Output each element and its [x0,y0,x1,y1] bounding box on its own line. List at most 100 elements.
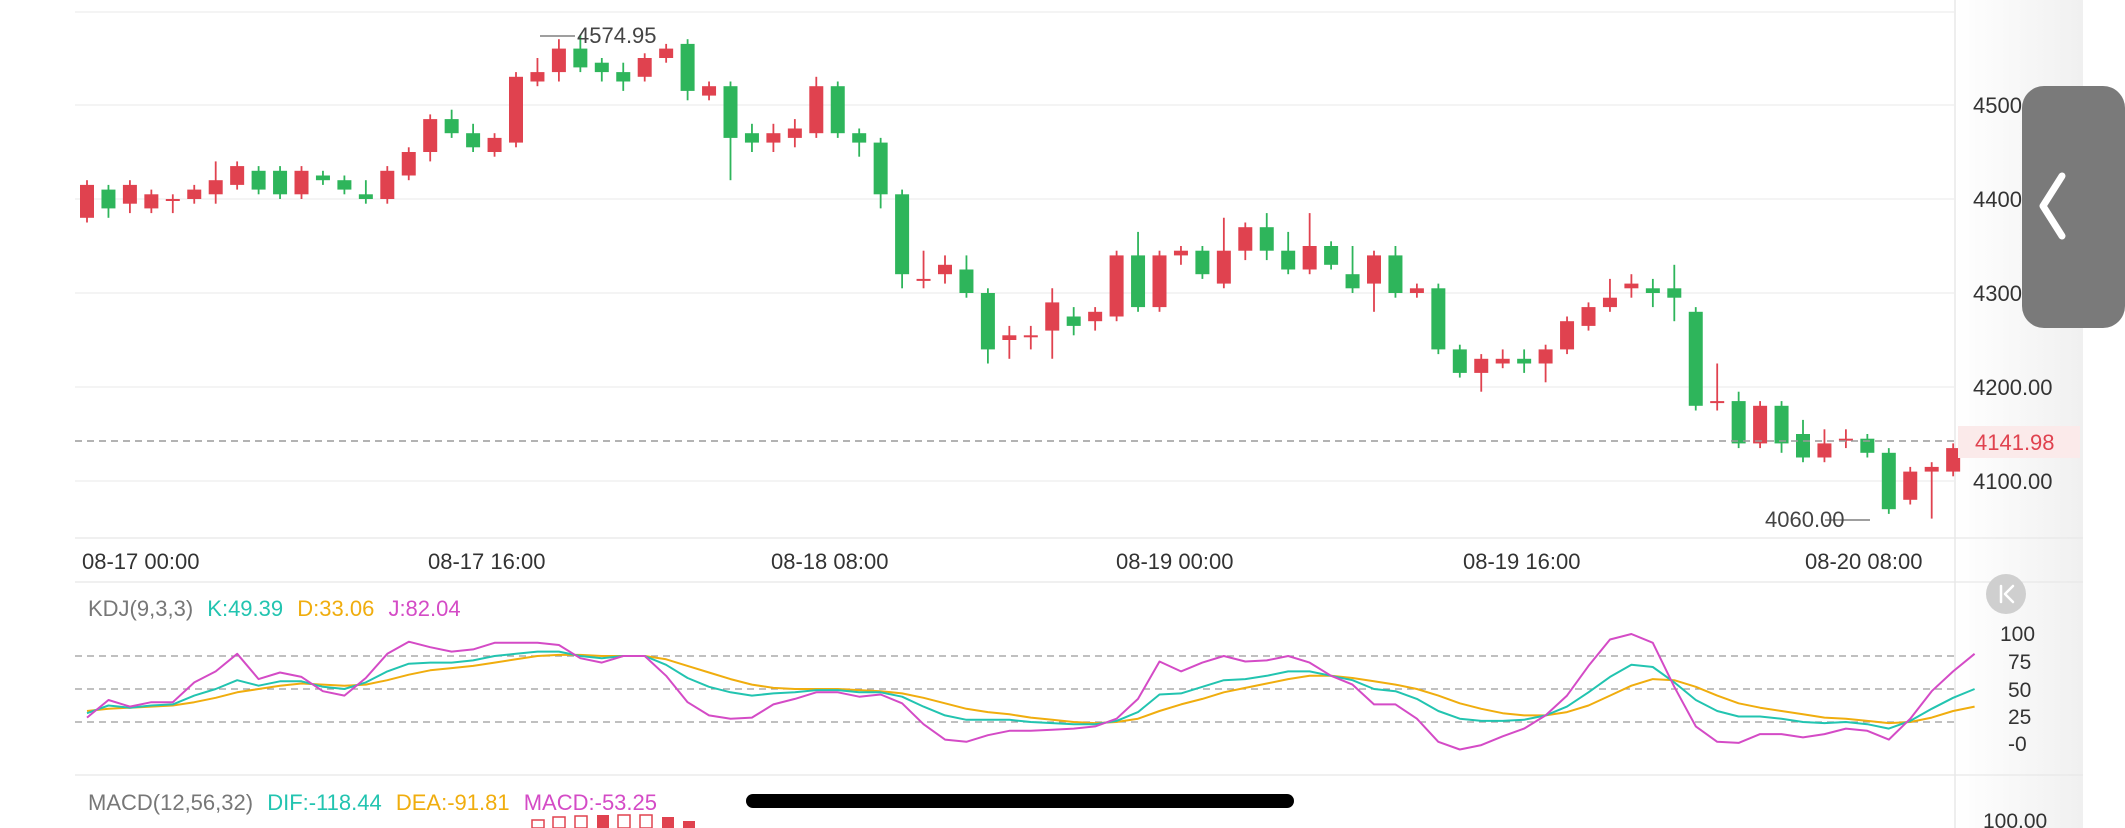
macd-dif-value: DIF:-118.44 [267,790,382,815]
kdj-tick-25: 25 [2008,706,2031,729]
candle-body [122,184,137,204]
jump-to-latest-button[interactable] [1986,574,2026,614]
candle-body [1645,288,1660,293]
candle-body [1302,246,1317,270]
candle-body [1688,311,1703,406]
candle-body [1045,302,1060,331]
candle-body [530,72,545,82]
candle-body [1860,438,1875,453]
x-tick-2: 08-17 16:00 [428,549,545,574]
candle-body [1345,274,1360,289]
candle-body [830,86,845,134]
candle-body [1817,443,1832,458]
candle-body [1602,297,1617,308]
macd-bar [662,817,674,828]
kdj-tick-100: 100 [2000,623,2035,646]
candle-body [1066,316,1081,326]
candle-body [1152,255,1167,308]
candle-body [1474,358,1489,373]
candle-body [594,62,609,73]
macd-bar [597,815,609,828]
candle-body [358,194,373,199]
kdj-guides [75,655,1955,723]
macd-histogram [531,814,695,828]
candle-body [659,48,674,58]
candle-body [1324,246,1339,265]
home-indicator[interactable] [746,794,1294,808]
x-tick-5: 08-19 16:00 [1463,549,1580,574]
candle-body [938,264,952,275]
candle-body [1774,405,1789,444]
candle-body [1946,448,1961,472]
candle-body [251,170,266,190]
candle-body [1023,335,1038,338]
candle-body [230,166,245,185]
x-tick-4: 08-19 00:00 [1116,549,1233,574]
x-tick-3: 08-18 08:00 [771,549,888,574]
candle-body [766,133,781,143]
y-tick-4400: 4400 [1973,187,2022,212]
candle-body [1173,250,1188,256]
kdj-k-line [86,650,1975,730]
candle-body [487,137,502,152]
candle-body [144,194,159,209]
kdj-j-value: J:82.04 [388,596,460,621]
candle-body [1367,255,1381,284]
candle-body [208,180,223,195]
candle-body [1195,250,1210,275]
macd-bar [574,815,588,828]
candle-body [702,86,717,96]
candle-body [1002,335,1017,340]
candle-body [1667,288,1682,298]
candle-body [852,133,867,143]
candle-body [1088,311,1103,322]
kdj-k-value: K:49.39 [207,596,283,621]
kdj-d-line [86,653,1975,725]
macd-dea-value: DEA:-91.81 [396,790,510,815]
kdj-tick-75: 75 [2008,651,2031,674]
candle-body [423,119,438,152]
candle-body [80,184,94,218]
candle-body [637,58,652,77]
macd-bar [683,821,695,828]
macd-macd-value: MACD:-53.25 [524,790,657,815]
candle-body [294,170,309,195]
candle-body [187,189,202,199]
last-price-tag [1958,426,2080,458]
candles-layer [80,34,1982,519]
candle-body [401,152,416,176]
y-tick-4300: 4300 [1973,281,2022,306]
candle-body [959,269,974,293]
candle-body [1753,405,1768,444]
candle-body [1838,438,1853,441]
candle-body [1388,255,1403,293]
candle-body [1409,288,1424,293]
candle-body [573,48,588,68]
candle-body [1495,358,1510,364]
low-price-label: 4060.00 [1765,507,1845,532]
candle-body [444,119,459,134]
candle-body [680,43,695,91]
candle-body [165,199,180,201]
y-tick-4200: 4200.00 [1973,375,2053,400]
candle-body [723,86,738,138]
collapse-panel-button[interactable] [2022,86,2125,328]
macd-bar [531,819,545,828]
candle-body [1624,283,1639,289]
kdj-tick-0: -0 [2008,733,2027,756]
macd-bar [639,814,653,828]
candle-body [1796,434,1810,458]
kdj-d-value: D:33.06 [297,596,374,621]
candle-body [1259,227,1274,251]
macd-bar [552,816,566,828]
candle-body [1431,288,1446,350]
macd-name: MACD(12,56,32) [88,790,253,815]
candle-body [1538,349,1553,364]
candle-body [1903,471,1918,500]
macd-tick-top: 100.00 [1983,810,2047,828]
candle-body [873,142,888,195]
y-tick-4100: 4100.00 [1973,469,2053,494]
candle-body [744,133,759,143]
kdj-name: KDJ(9,3,3) [88,596,193,621]
